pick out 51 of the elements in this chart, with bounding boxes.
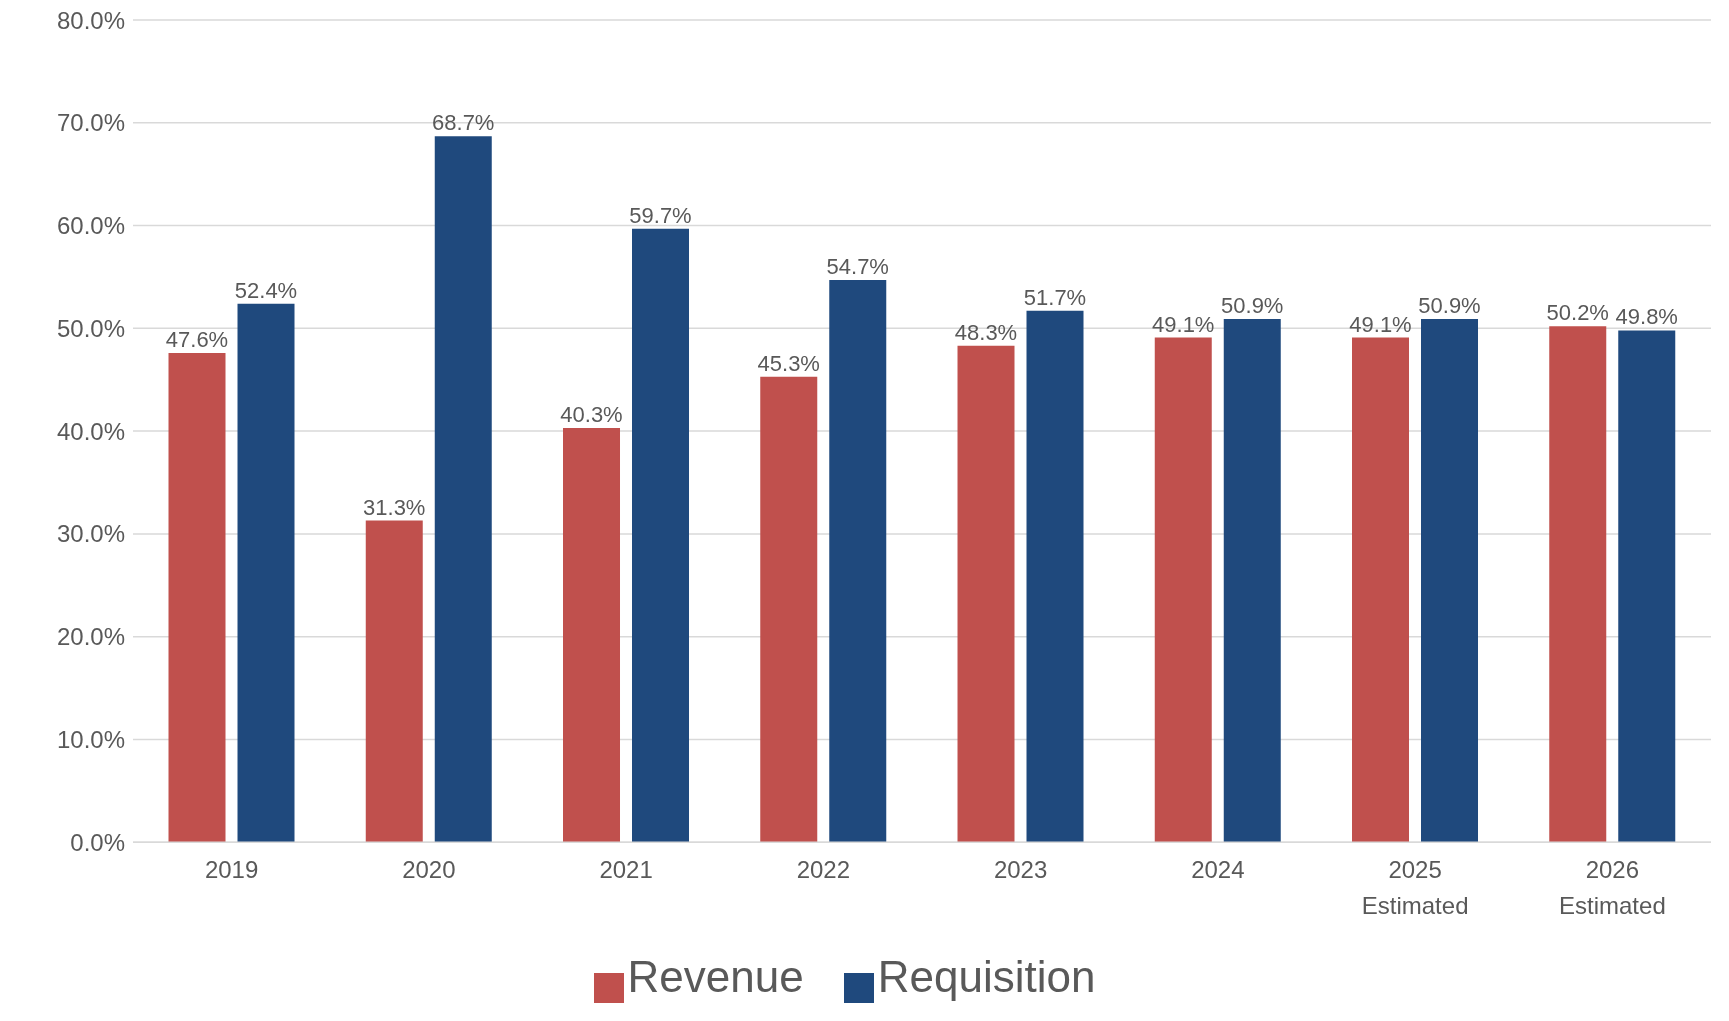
data-label: 49.8% xyxy=(1615,304,1678,330)
y-tick-label: 0.0% xyxy=(70,828,125,856)
x-tick-label: 2020 xyxy=(402,856,456,884)
bar xyxy=(563,428,621,843)
y-tick-label: 40.0% xyxy=(56,417,125,445)
legend-label: Revenue xyxy=(627,952,804,1002)
x-tick-label: 2019 xyxy=(204,856,259,884)
y-tick-label: 70.0% xyxy=(56,109,125,137)
y-tick-label: 30.0% xyxy=(56,520,125,548)
data-label: 48.3% xyxy=(954,319,1018,345)
bar xyxy=(760,376,818,843)
data-label: 47.6% xyxy=(165,327,229,352)
bar xyxy=(168,353,226,843)
bar xyxy=(1421,319,1479,843)
bar xyxy=(1026,310,1084,843)
data-label: 51.7% xyxy=(1023,284,1087,310)
data-label: 31.3% xyxy=(363,494,426,520)
data-label: 68.7% xyxy=(432,110,495,136)
x-tick-label: 2021 xyxy=(599,856,653,884)
y-tick-label: 80.0% xyxy=(56,6,125,34)
bar xyxy=(365,520,423,843)
data-label: 54.7% xyxy=(826,254,889,280)
data-label: 50.9% xyxy=(1221,293,1284,319)
bar xyxy=(1618,330,1676,843)
bar xyxy=(632,228,690,843)
bar xyxy=(957,345,1015,843)
data-label: 50.2% xyxy=(1546,300,1609,326)
y-tick-label: 50.0% xyxy=(56,314,125,342)
data-label: 45.3% xyxy=(757,350,820,376)
y-tick-label: 60.0% xyxy=(56,212,125,240)
bar xyxy=(1223,319,1281,843)
x-tick-label: 2023 xyxy=(993,856,1048,884)
bar xyxy=(237,303,295,843)
bar xyxy=(1154,337,1212,843)
y-tick-label: 20.0% xyxy=(56,623,125,651)
data-label: 59.7% xyxy=(629,202,692,228)
data-label: 50.9% xyxy=(1418,293,1481,319)
bar xyxy=(829,280,887,843)
legend-label: Requisition xyxy=(877,952,1096,1002)
bar xyxy=(434,136,492,843)
x-tick-label: 2022 xyxy=(796,856,851,884)
data-label: 49.1% xyxy=(1349,311,1412,337)
x-tick-label: 2024 xyxy=(1191,856,1245,884)
data-label: 49.1% xyxy=(1152,311,1215,337)
y-tick-label: 10.0% xyxy=(56,725,125,753)
bar xyxy=(1549,326,1607,843)
x-tick-label: 2026 Estimated xyxy=(1559,856,1666,920)
data-label: 40.3% xyxy=(560,402,623,428)
x-tick-label: 2025 Estimated xyxy=(1361,856,1469,920)
data-label: 52.4% xyxy=(234,277,298,303)
bar xyxy=(1352,337,1410,843)
